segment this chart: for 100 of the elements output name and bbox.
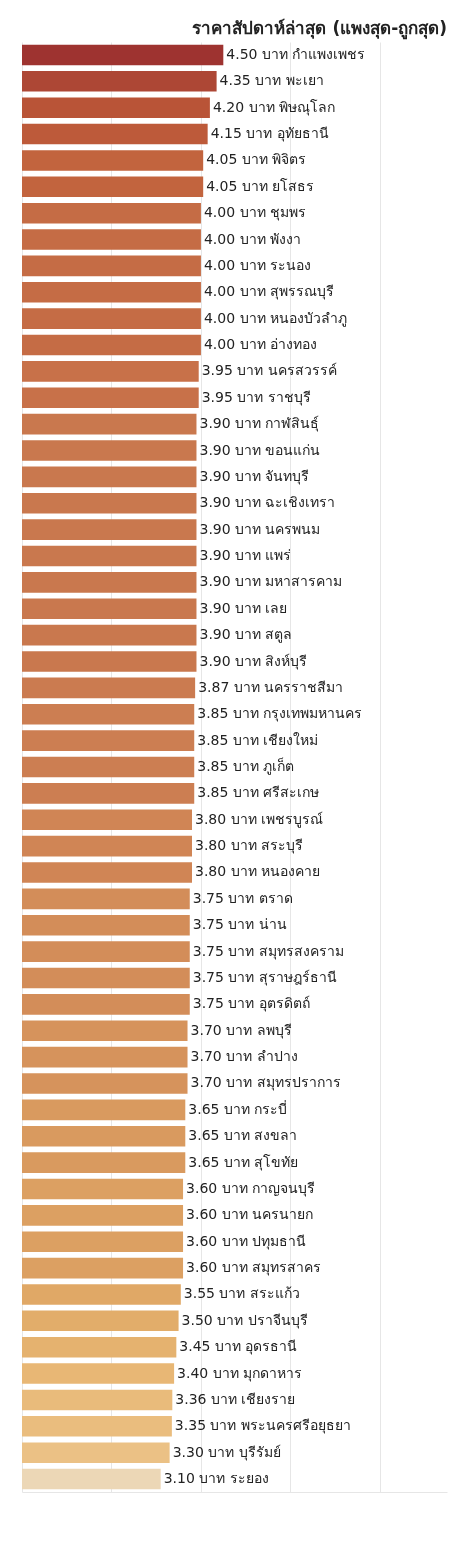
bar	[22, 783, 195, 804]
y-tick-label: พิจิตร	[272, 151, 307, 168]
data-label: 4.50 บาท	[226, 45, 288, 62]
y-tick-label: บุรีรัมย์	[238, 1443, 281, 1461]
y-tick-label: ยโสธร	[272, 177, 315, 194]
y-tick-label: กำแพงเพชร	[292, 45, 366, 62]
y-tick-label: ภูเก็ต	[263, 757, 295, 775]
data-label: 3.65 บาท	[188, 1100, 250, 1117]
bar	[22, 1046, 188, 1068]
bar	[22, 914, 190, 936]
bar	[22, 308, 201, 329]
data-label: 4.00 บาท	[203, 309, 266, 326]
bar	[22, 624, 197, 646]
bar	[22, 123, 208, 145]
data-label: 3.85 บาท	[197, 784, 259, 801]
bar	[22, 572, 197, 593]
y-tick-label: ตราด	[258, 889, 293, 906]
bar	[22, 97, 210, 118]
data-label: 3.75 บาท	[192, 942, 255, 959]
data-label: 3.90 บาท	[199, 415, 262, 432]
data-label: 3.60 บาท	[186, 1232, 248, 1249]
y-tick-label: ลพบุรี	[256, 1021, 292, 1039]
bar	[22, 835, 192, 857]
data-label: 3.75 บาท	[192, 889, 255, 906]
bar	[22, 941, 190, 962]
bar	[22, 150, 204, 171]
bar	[22, 1416, 172, 1437]
data-label: 4.00 บาท	[203, 283, 266, 300]
y-tick-label: อุตรดิตถ์	[258, 995, 310, 1013]
bar	[22, 44, 224, 66]
bar	[22, 492, 197, 514]
data-label: 4.35 บาท	[219, 72, 282, 89]
y-tick-label: อุดรธานี	[245, 1338, 298, 1356]
y-tick-label: สมุทรสงคราม	[258, 942, 344, 960]
y-tick-label: ขอนแก่น	[265, 441, 321, 458]
bar	[22, 809, 192, 831]
data-label: 3.45 บาท	[179, 1338, 241, 1355]
y-tick-label: แพร่	[265, 547, 292, 564]
y-tick-label: มหาสารคาม	[265, 573, 343, 590]
data-label: 3.90 บาท	[199, 626, 262, 643]
y-tick-label: น่าน	[258, 916, 287, 933]
data-label: 3.60 บาท	[186, 1206, 248, 1223]
bar	[22, 1468, 161, 1490]
bar	[22, 519, 197, 540]
y-tick-label: เพชรบูรณ์	[261, 810, 323, 828]
data-label: 3.90 บาท	[199, 573, 262, 590]
data-label: 3.65 บาท	[188, 1127, 250, 1144]
data-label: 3.90 บาท	[199, 652, 262, 669]
data-label: 3.70 บาท	[190, 1021, 253, 1038]
y-tick-label: พิษณุโลก	[278, 98, 335, 116]
bar	[22, 334, 201, 356]
data-label: 3.75 บาท	[192, 995, 255, 1012]
bar	[22, 387, 199, 409]
data-label: 3.85 บาท	[197, 705, 259, 722]
bar	[22, 413, 197, 435]
data-label: 3.40 บาท	[177, 1364, 239, 1381]
y-tick-label: สระแก้ว	[249, 1285, 300, 1302]
data-label: 3.50 บาท	[181, 1311, 244, 1328]
y-tick-label: สมุทรสาคร	[252, 1259, 322, 1277]
y-tick-label: นครพนม	[265, 520, 321, 537]
y-tick-label: ศรีสะเกษ	[263, 784, 320, 801]
data-label: 4.00 บาท	[203, 336, 266, 353]
bar	[22, 255, 201, 277]
bar	[22, 1125, 186, 1147]
y-tick-label: สตูล	[265, 626, 293, 644]
data-label: 3.30 บาท	[172, 1443, 235, 1460]
y-tick-label: เชียงใหม่	[263, 731, 319, 748]
bar	[22, 71, 217, 92]
bar	[22, 1073, 188, 1094]
bar	[22, 1389, 173, 1411]
data-label: 3.87 บาท	[198, 678, 260, 695]
bar	[22, 1284, 181, 1305]
data-label: 3.90 บาท	[199, 441, 262, 458]
data-label: 3.70 บาท	[190, 1048, 253, 1065]
y-tick-label: นครนายก	[252, 1206, 314, 1223]
bar	[22, 282, 201, 303]
y-tick-label: ปทุมธานี	[252, 1232, 307, 1250]
bar	[22, 703, 195, 725]
bar	[22, 176, 204, 198]
y-tick-label: อ่างทอง	[269, 336, 317, 353]
data-label: 3.80 บาท	[195, 837, 257, 854]
data-label: 3.36 บาท	[175, 1390, 237, 1407]
bar	[22, 651, 197, 672]
bar	[22, 202, 201, 224]
y-tick-label: สุพรรณบุรี	[269, 283, 334, 301]
bar	[22, 440, 197, 461]
y-tick-label: มุกดาหาร	[243, 1364, 303, 1382]
y-tick-label: ฉะเชิงเทรา	[265, 494, 336, 511]
data-label: 4.05 บาท	[206, 151, 268, 168]
data-label: 3.75 บาท	[192, 916, 255, 933]
bar	[22, 466, 197, 488]
data-label: 3.60 บาท	[186, 1179, 248, 1196]
y-tick-label: สระบุรี	[261, 837, 303, 855]
bar	[22, 1257, 184, 1279]
y-tick-label: กระบี่	[254, 1099, 288, 1117]
data-label: 3.55 บาท	[183, 1285, 246, 1302]
bar	[22, 1020, 188, 1042]
y-tick-label: สิงห์บุรี	[265, 652, 308, 670]
data-label: 3.95 บาท	[201, 362, 264, 379]
data-label: 3.90 บาท	[199, 494, 262, 511]
